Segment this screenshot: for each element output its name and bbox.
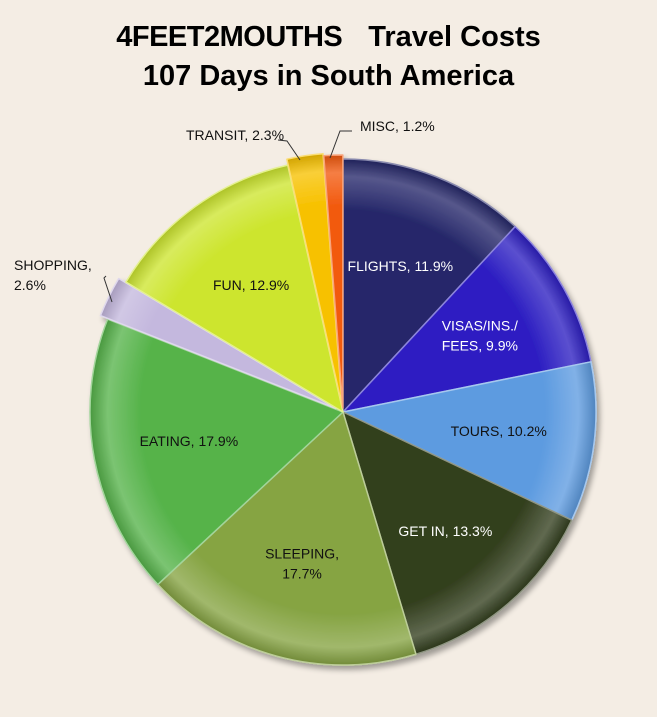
title-line-1: 4FEET2MOUTHS Travel Costs [0,18,657,57]
slice-label-shopping-line2: 2.6% [14,277,46,293]
slice-label-misc: MISC, 1.2% [360,118,435,134]
chart-subtitle: 107 Days in South America [142,60,515,92]
slice-label-visas-ins-line1: VISAS/INS./ [442,317,518,333]
pie-slice-eating [89,318,344,586]
slice-label-visas-ins-line2: FEES, 9.9% [442,337,518,353]
slice-label-sleeping-line2: 17.7% [282,565,322,581]
leader-line-shopping [103,275,113,303]
slice-label-tours: TOURS, 10.2% [451,423,547,439]
pie-slice-sleeping [157,411,417,666]
pie-slice-shopping [99,277,337,410]
title-main: Travel Costs [368,21,541,53]
pie-slice-get-in [342,411,573,656]
chart-title: 4FEET2MOUTHS Travel Costs 107 Days in Sou… [0,18,657,96]
leader-line-misc [329,130,352,159]
slice-label-get-in: GET IN, 13.3% [398,523,492,539]
pie-labels: FLIGHTS, 11.9% VISAS/INS./ FEES, 9.9% TOURS… [14,118,547,581]
slice-label-sleeping-line1: SLEEPING, [265,545,339,561]
slice-label-shopping-line1: SHOPPING, [14,257,92,273]
slice-label-flights: FLIGHTS, 11.9% [348,258,454,274]
slice-label-transit: TRANSIT, 2.3% [186,127,284,143]
pie-slices [89,153,597,666]
slice-label-eating: EATING, 17.9% [140,433,239,449]
title-brand: 4FEET2MOUTHS [116,21,343,53]
pie-slice-visas-ins [342,225,592,413]
pie-slice-tours [342,361,597,521]
pie-slice-transit [286,153,343,407]
slice-label-fun: FUN, 12.9% [213,277,289,293]
pie-slice-fun [125,164,344,413]
pie-slice-misc [323,154,344,409]
leader-line-transit [277,139,301,161]
pie-slice-flights [342,158,516,413]
